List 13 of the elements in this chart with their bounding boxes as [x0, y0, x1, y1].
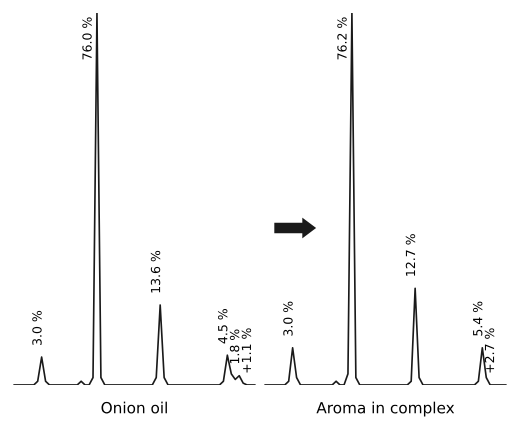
annotation: 3.0 %: [32, 310, 42, 345]
annotation: 3.0 %: [283, 302, 293, 336]
annotation: 13.6 %: [150, 250, 160, 292]
annotation: 76.0 %: [82, 17, 92, 60]
annotation: 5.4 %: [472, 302, 482, 336]
annotation: 76.2 %: [337, 17, 347, 60]
annotation: 12.7 %: [406, 234, 416, 276]
annotation: 1.8 %: [230, 330, 240, 364]
x-axis-title: Aroma in complex: [316, 402, 454, 416]
x-axis-title: Onion oil: [102, 402, 167, 414]
annotation: +2.7 %: [484, 328, 494, 373]
annotation: 4.5 %: [218, 309, 228, 344]
annotation: +1.1 %: [242, 328, 252, 373]
